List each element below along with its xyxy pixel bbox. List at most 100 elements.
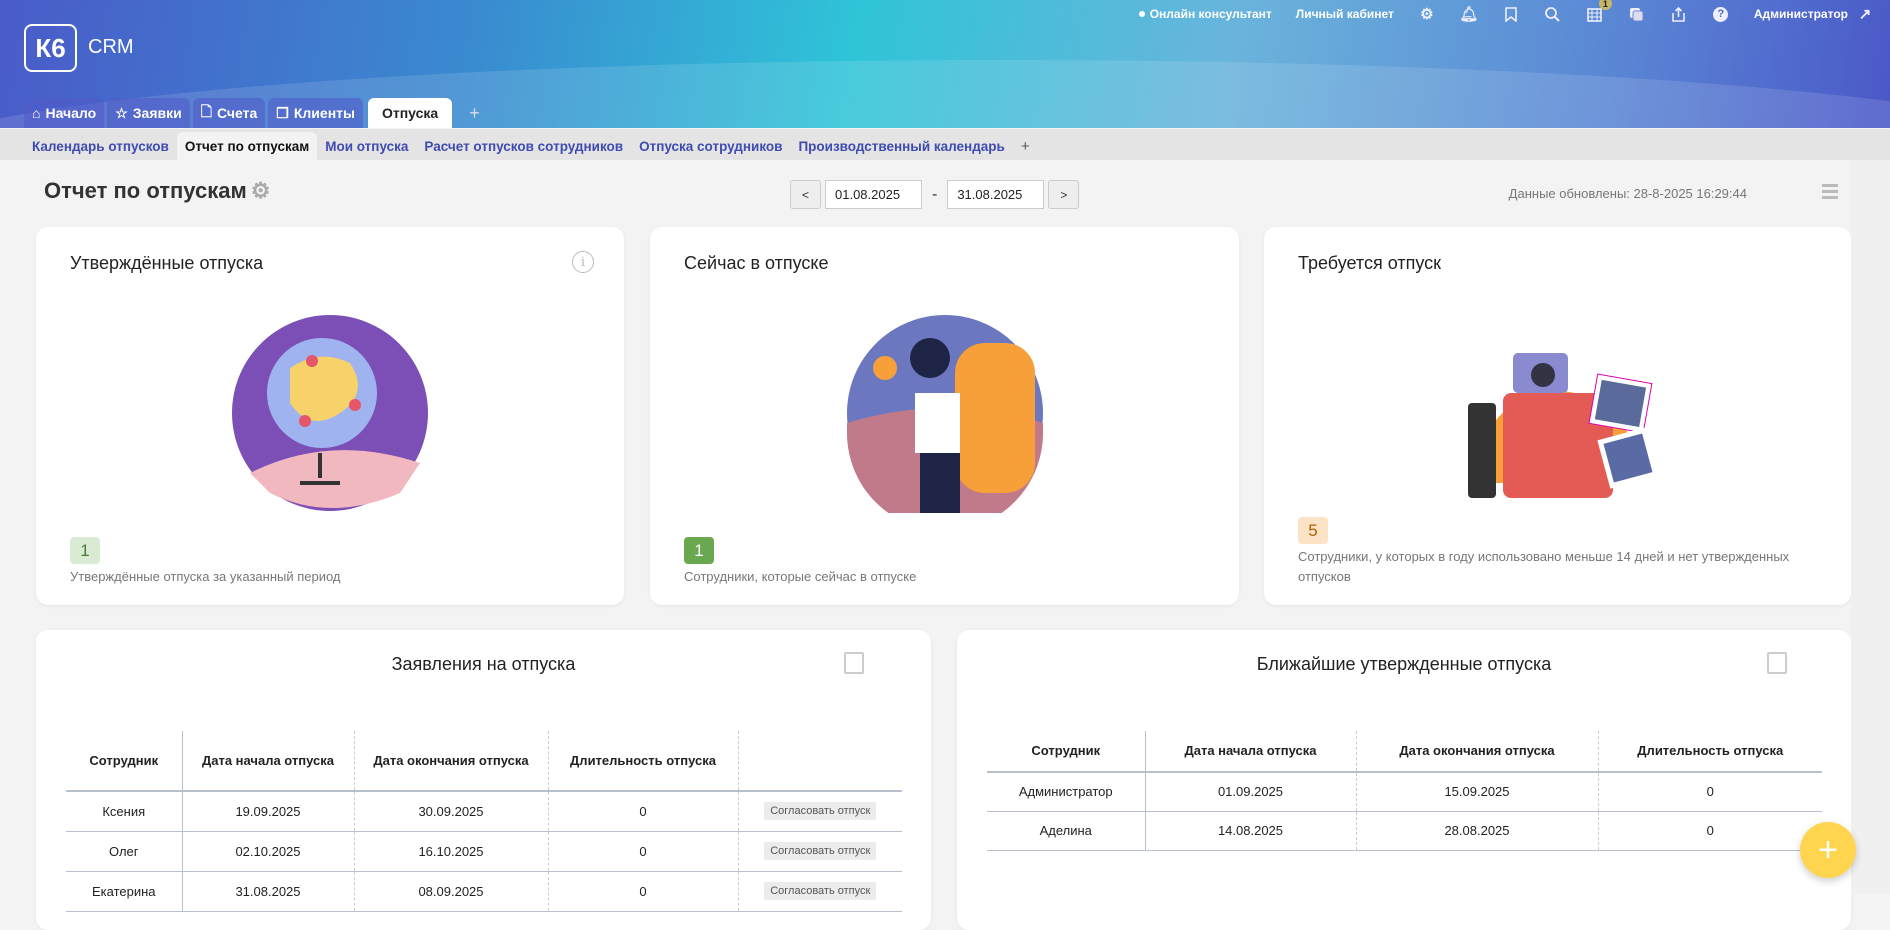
table-row: Екатерина 31.08.2025 08.09.2025 0 Согласоват… — [66, 871, 902, 912]
document-icon: 🗋︎ — [200, 103, 212, 119]
copy-icon: ❐ — [276, 104, 289, 121]
table-cell: 0 — [547, 791, 738, 832]
personal-cabinet-link[interactable]: Личный кабинет — [1295, 7, 1394, 21]
date-to-input[interactable]: 31.08.2025 — [947, 180, 1045, 209]
date-from-input[interactable]: 01.08.2025 — [825, 180, 922, 209]
table-cell: 14.08.2025 — [1144, 811, 1356, 851]
column-settings-icon[interactable] — [844, 652, 864, 674]
app-name: CRM — [88, 36, 134, 58]
subtabs: Календарь отпусков Отчет по отпускам Мои… — [0, 129, 1890, 160]
home-icon: ⌂ — [32, 105, 41, 121]
table-cell: 16.10.2025 — [353, 831, 548, 872]
vacation-needed-count-badge: 5 — [1298, 517, 1328, 544]
add-fab-button[interactable]: + — [1800, 822, 1856, 878]
table-cell: 19.09.2025 — [181, 791, 354, 832]
search-icon[interactable] — [1544, 5, 1562, 23]
table-row: Ксения 19.09.2025 30.09.2025 0 Согласовать о… — [66, 791, 902, 832]
gear-icon[interactable]: ⚙ — [250, 178, 271, 203]
tab-clients[interactable]: ❐ Клиенты — [268, 98, 363, 128]
on-vacation-card: Сейчас в отпуске 1 Сотрудники, которые с… — [650, 227, 1239, 605]
panel-title: Ближайшие утвержденные отпуска — [1256, 654, 1552, 674]
menu-icon[interactable] — [1822, 184, 1838, 202]
traveler-illustration — [846, 315, 1043, 513]
globe-illustration — [232, 315, 428, 511]
table-cell: 02.10.2025 — [181, 831, 354, 872]
tab-requests[interactable]: ☆ Заявки — [107, 98, 190, 128]
table-cell: Согласовать отпуск — [737, 831, 902, 872]
table-cell: Согласовать отпуск — [737, 871, 902, 912]
table-cell: 28.08.2025 — [1355, 811, 1598, 851]
vacation-needed-card: Требуется отпуск 5 Сотрудники, у которых… — [1264, 227, 1851, 605]
updated-timestamp: Данные обновлены: 28-8-2025 16:29:44 — [1508, 186, 1747, 201]
table-cell: 08.09.2025 — [353, 871, 548, 912]
next-period-button[interactable]: > — [1048, 180, 1080, 209]
star-icon: ☆ — [115, 104, 128, 121]
info-icon[interactable]: i — [572, 251, 594, 273]
table-row: Администратор 01.09.2025 15.09.2025 0 — [987, 772, 1822, 812]
column-settings-icon[interactable] — [1767, 652, 1787, 674]
card-description: Сотрудники, которые сейчас в отпуске — [684, 569, 917, 584]
table-cell: Аделина — [987, 811, 1146, 851]
approved-vacations-card: Утверждённые отпуска i 1 Утверждённые от… — [36, 227, 624, 605]
add-tab-button[interactable]: + — [469, 102, 480, 123]
logo[interactable]: К6 — [24, 24, 77, 72]
upcoming-table: Сотрудник Дата начала отпуска Дата оконч… — [987, 731, 1822, 851]
chat-icon[interactable] — [1628, 5, 1646, 23]
online-consultant-link[interactable]: Онлайн консультант — [1115, 7, 1272, 21]
share-icon[interactable] — [1670, 5, 1688, 23]
tab-invoices[interactable]: 🗋︎ Счета — [192, 98, 266, 128]
table-cell: 31.08.2025 — [181, 871, 354, 912]
table-cell: 30.09.2025 — [353, 791, 548, 832]
gear-icon[interactable]: ⚙ — [1420, 6, 1434, 23]
table-cell: Ксения — [66, 791, 183, 832]
bell-icon[interactable]: 🔔︎ — [1459, 6, 1479, 23]
table-cell: Олег — [66, 831, 183, 872]
app-header: К6 CRM Онлайн консультант Личный кабинет… — [0, 0, 1890, 128]
upcoming-vacations-panel: Ближайшие утвержденные отпуска Сотрудник… — [957, 630, 1851, 930]
table-cell: 0 — [1597, 772, 1822, 812]
approved-count-badge: 1 — [70, 537, 100, 564]
card-description: Сотрудники, у которых в году использован… — [1298, 549, 1790, 584]
card-description: Утверждённые отпуска за указанный период — [70, 569, 341, 584]
page-scrollbar[interactable] — [1851, 160, 1890, 894]
add-subtab-button[interactable]: + — [1020, 137, 1030, 155]
approve-vacation-button[interactable]: Согласовать отпуск — [764, 802, 877, 821]
subtab-calendar[interactable]: Календарь отпусков — [32, 138, 169, 154]
table-cell: Екатерина — [66, 871, 183, 912]
tab-vacations[interactable]: Отпуска — [367, 98, 453, 128]
suitcase-illustration — [1467, 353, 1659, 498]
card-title: Сейчас в отпуске — [684, 253, 829, 273]
card-title: Утверждённые отпуска — [70, 253, 264, 273]
user-link[interactable]: Администратор — [1753, 7, 1848, 21]
vacation-requests-panel: Заявления на отпуска Сотрудник Дата нача… — [36, 630, 931, 930]
table-row: Олег 02.10.2025 16.10.2025 0 Согласовать отп… — [66, 831, 902, 872]
table-cell: 0 — [547, 831, 738, 872]
card-title: Требуется отпуск — [1298, 253, 1441, 273]
calendar-icon[interactable]: 1 — [1586, 0, 1612, 23]
table-cell: 0 — [1597, 811, 1822, 851]
approve-vacation-button[interactable]: Согласовать отпуск — [764, 882, 877, 900]
date-separator: - — [932, 185, 938, 203]
help-icon[interactable]: ? — [1712, 5, 1730, 23]
tab-home[interactable]: ⌂ Начало — [24, 98, 105, 128]
subtab-calc[interactable]: Расчет отпусков сотрудников — [424, 138, 624, 154]
subtab-my[interactable]: Мои отпуска — [325, 138, 409, 154]
table-cell: 01.09.2025 — [1144, 772, 1356, 812]
on-vacation-count-badge: 1 — [684, 537, 714, 564]
logout-icon[interactable]: ↗ — [1858, 6, 1872, 23]
subtab-report[interactable]: Отчет по отпускам — [176, 132, 318, 160]
requests-table: Сотрудник Дата начала отпуска Дата оконч… — [66, 731, 902, 912]
subtab-production-calendar[interactable]: Производственный календарь — [798, 138, 1005, 154]
panel-title: Заявления на отпуска — [391, 654, 576, 674]
table-cell: 15.09.2025 — [1355, 772, 1598, 812]
subtab-employees[interactable]: Отпуска сотрудников — [639, 138, 783, 154]
bookmark-icon[interactable] — [1502, 5, 1520, 23]
table-row: Аделина 14.08.2025 28.08.2025 0 — [987, 811, 1822, 851]
table-cell: Согласовать отпуск — [737, 791, 902, 832]
prev-period-button[interactable]: < — [790, 180, 821, 209]
approve-vacation-button[interactable]: Согласовать отпуск — [764, 842, 877, 860]
calendar-badge: 1 — [1598, 0, 1612, 10]
page-title: Отчет по отпускам — [44, 178, 247, 203]
table-cell: Администратор — [987, 772, 1146, 812]
table-cell: 0 — [547, 871, 738, 912]
